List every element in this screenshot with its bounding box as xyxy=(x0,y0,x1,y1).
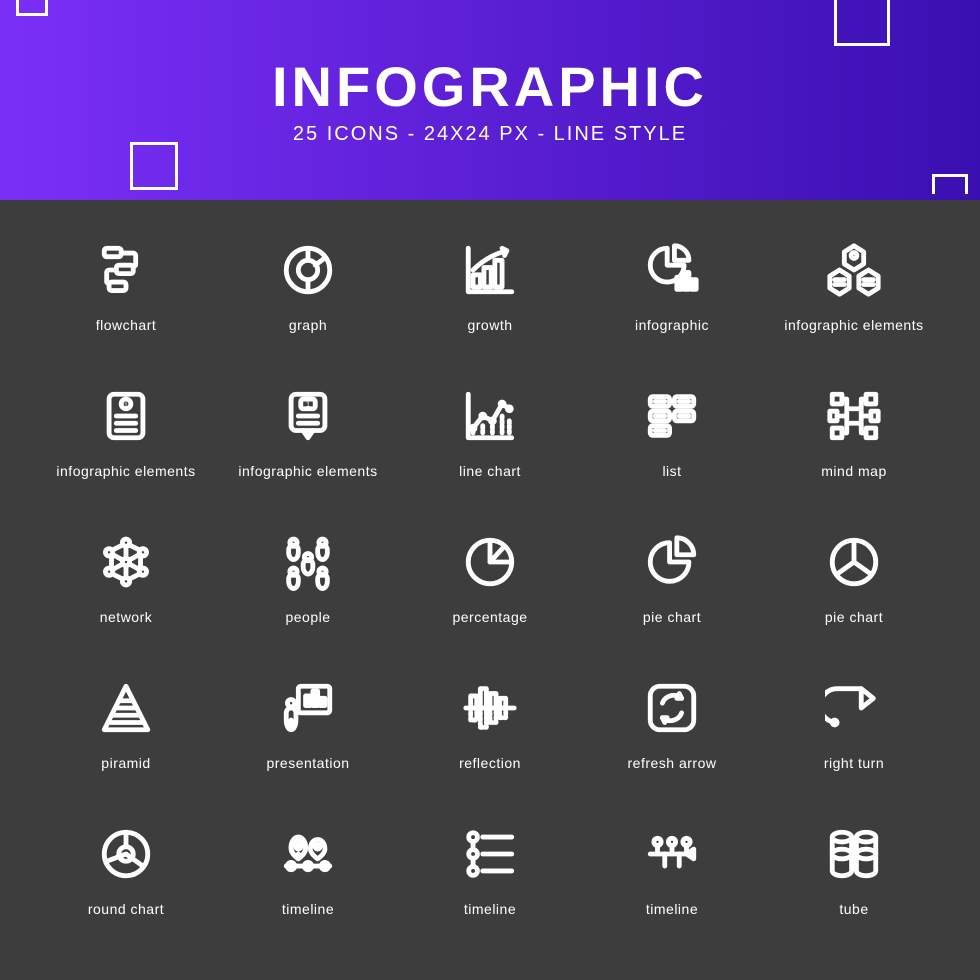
infographic-elements-hex-icon xyxy=(822,238,886,302)
refresh-arrow-icon xyxy=(640,676,704,740)
timeline1-icon xyxy=(276,822,340,886)
icon-label: right turn xyxy=(824,754,884,772)
icon-cell: round chart xyxy=(40,814,212,950)
icon-label: pie chart xyxy=(643,608,701,626)
icon-label: flowchart xyxy=(96,316,157,334)
icon-cell: infographic elements xyxy=(768,230,940,366)
icon-cell: right turn xyxy=(768,668,940,804)
infographic-elements-card2-icon: 1 xyxy=(276,384,340,448)
icon-cell: 1 infographic elements xyxy=(222,376,394,512)
icon-label: tube xyxy=(839,900,868,918)
icon-label: infographic elements xyxy=(238,462,377,480)
decor-square xyxy=(130,142,178,190)
page-title: INFOGRAPHIC xyxy=(272,54,708,119)
icon-cell: presentation xyxy=(222,668,394,804)
icon-label: graph xyxy=(289,316,327,334)
percentage-icon xyxy=(458,530,522,594)
icon-cell: flowchart xyxy=(40,230,212,366)
infographic-icon xyxy=(640,238,704,302)
icon-cell: growth xyxy=(404,230,576,366)
icon-cell: percentage xyxy=(404,522,576,658)
icon-label: infographic elements xyxy=(56,462,195,480)
icon-label: mind map xyxy=(821,462,886,480)
tube-icon xyxy=(822,822,886,886)
svg-text:1: 1 xyxy=(124,401,128,410)
timeline3-icon xyxy=(640,822,704,886)
round-chart-icon xyxy=(94,822,158,886)
icon-label: round chart xyxy=(88,900,164,918)
header-banner: INFOGRAPHIC 25 ICONS - 24X24 PX - LINE S… xyxy=(0,0,980,200)
icon-cell: timeline xyxy=(222,814,394,950)
people-icon xyxy=(276,530,340,594)
icon-cell: line chart xyxy=(404,376,576,512)
page-subtitle: 25 ICONS - 24X24 PX - LINE STYLE xyxy=(293,123,687,146)
growth-icon xyxy=(458,238,522,302)
presentation-icon xyxy=(276,676,340,740)
decor-square xyxy=(16,0,48,16)
icon-label: list xyxy=(662,462,681,480)
icon-cell: graph xyxy=(222,230,394,366)
icon-label: refresh arrow xyxy=(628,754,717,772)
icon-cell: pie chart xyxy=(586,522,758,658)
icon-label: timeline xyxy=(282,900,334,918)
icon-label: piramid xyxy=(101,754,150,772)
icon-label: percentage xyxy=(452,608,527,626)
icon-label: presentation xyxy=(266,754,349,772)
right-turn-icon xyxy=(822,676,886,740)
decor-square xyxy=(834,0,890,46)
icon-label: timeline xyxy=(646,900,698,918)
network-icon xyxy=(94,530,158,594)
icon-label: timeline xyxy=(464,900,516,918)
icon-cell: mind map xyxy=(768,376,940,512)
icon-label: infographic elements xyxy=(784,316,923,334)
timeline2-icon xyxy=(458,822,522,886)
icon-cell: network xyxy=(40,522,212,658)
icon-label: growth xyxy=(467,316,512,334)
icon-cell: pie chart xyxy=(768,522,940,658)
infographic-elements-card1-icon: 1 xyxy=(94,384,158,448)
icon-label: infographic xyxy=(635,316,709,334)
icon-cell: reflection xyxy=(404,668,576,804)
icon-label: network xyxy=(100,608,153,626)
list-icon xyxy=(640,384,704,448)
icon-cell: 1 infographic elements xyxy=(40,376,212,512)
decor-square xyxy=(932,174,968,194)
pie-chart2-icon xyxy=(822,530,886,594)
pie-chart1-icon xyxy=(640,530,704,594)
icon-cell: list xyxy=(586,376,758,512)
icon-cell: people xyxy=(222,522,394,658)
icon-cell: refresh arrow xyxy=(586,668,758,804)
icon-label: reflection xyxy=(459,754,521,772)
icon-label: pie chart xyxy=(825,608,883,626)
icon-cell: piramid xyxy=(40,668,212,804)
icon-cell: tube xyxy=(768,814,940,950)
line-chart-icon xyxy=(458,384,522,448)
icon-label: line chart xyxy=(459,462,521,480)
icon-cell: timeline xyxy=(586,814,758,950)
icon-cell: timeline xyxy=(404,814,576,950)
icon-label: people xyxy=(285,608,330,626)
reflection-icon xyxy=(458,676,522,740)
piramid-icon xyxy=(94,676,158,740)
icon-cell: infographic xyxy=(586,230,758,366)
mind-map-icon xyxy=(822,384,886,448)
svg-text:1: 1 xyxy=(306,399,310,408)
graph-icon xyxy=(276,238,340,302)
flowchart-icon xyxy=(94,238,158,302)
icon-grid: flowchart graph growth infographic infog… xyxy=(0,200,980,980)
